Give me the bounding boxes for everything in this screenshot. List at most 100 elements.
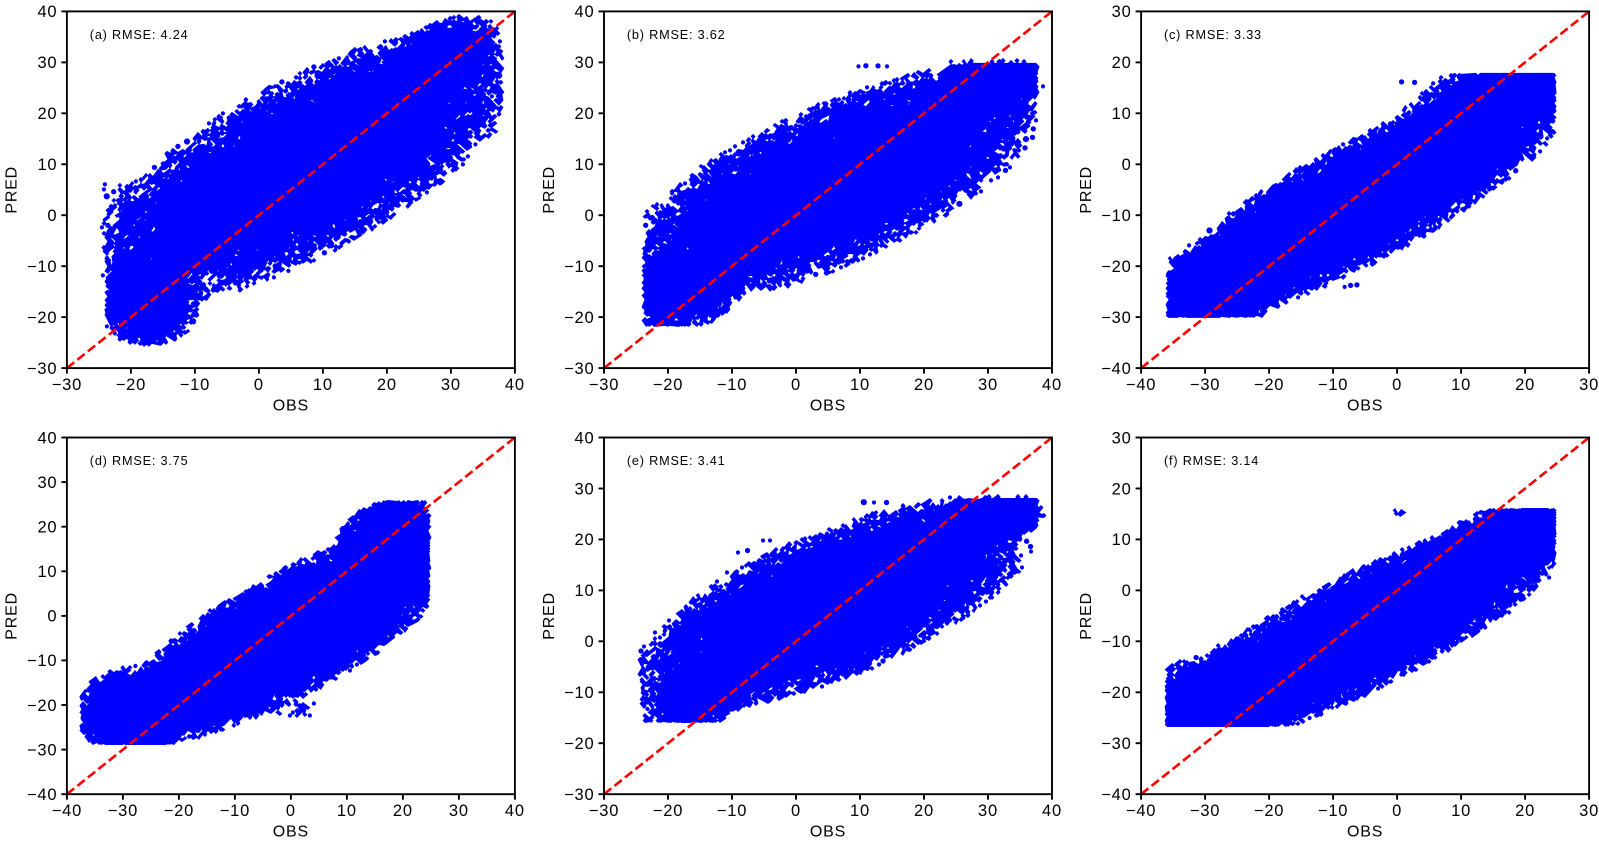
svg-text:0: 0	[1392, 802, 1402, 820]
svg-text:(d) RMSE: 3.75: (d) RMSE: 3.75	[90, 454, 189, 468]
svg-text:−30: −30	[589, 376, 619, 394]
svg-text:10: 10	[575, 582, 595, 600]
svg-text:30: 30	[575, 54, 595, 72]
svg-text:−30: −30	[564, 360, 594, 378]
svg-text:−40: −40	[1101, 786, 1131, 804]
svg-text:30: 30	[1112, 3, 1132, 21]
svg-text:30: 30	[1112, 429, 1132, 447]
svg-text:30: 30	[449, 802, 469, 820]
svg-text:PRED: PRED	[1078, 166, 1095, 214]
svg-text:PRED: PRED	[1078, 592, 1095, 640]
svg-text:0: 0	[286, 802, 296, 820]
svg-text:0: 0	[254, 376, 264, 394]
svg-text:−10: −10	[1318, 376, 1348, 394]
svg-text:PRED: PRED	[541, 166, 558, 214]
svg-text:10: 10	[1451, 802, 1471, 820]
svg-text:PRED: PRED	[4, 166, 21, 214]
svg-text:−30: −30	[1101, 309, 1131, 327]
svg-text:−10: −10	[27, 652, 57, 670]
svg-text:−20: −20	[1101, 258, 1131, 276]
svg-text:30: 30	[37, 474, 57, 492]
svg-text:−10: −10	[717, 802, 747, 820]
svg-text:−30: −30	[1190, 802, 1220, 820]
svg-text:20: 20	[1112, 54, 1132, 72]
svg-text:−10: −10	[717, 376, 747, 394]
svg-text:20: 20	[393, 802, 413, 820]
svg-text:20: 20	[377, 376, 397, 394]
svg-text:30: 30	[37, 54, 57, 72]
svg-text:30: 30	[978, 802, 998, 820]
svg-text:0: 0	[1122, 582, 1132, 600]
svg-text:(f) RMSE: 3.14: (f) RMSE: 3.14	[1164, 454, 1259, 468]
svg-text:−10: −10	[1318, 802, 1348, 820]
svg-text:20: 20	[37, 105, 57, 123]
svg-text:−30: −30	[1101, 735, 1131, 753]
svg-text:−20: −20	[564, 735, 594, 753]
svg-text:−30: −30	[108, 802, 138, 820]
svg-text:0: 0	[1122, 156, 1132, 174]
svg-text:−10: −10	[564, 258, 594, 276]
svg-text:−20: −20	[1254, 802, 1284, 820]
svg-text:OBS: OBS	[273, 398, 309, 415]
svg-text:−40: −40	[52, 802, 82, 820]
svg-text:30: 30	[441, 376, 461, 394]
svg-text:−20: −20	[116, 376, 146, 394]
svg-text:10: 10	[1112, 105, 1132, 123]
svg-text:OBS: OBS	[810, 824, 846, 841]
svg-text:PRED: PRED	[4, 592, 21, 640]
svg-text:OBS: OBS	[273, 824, 309, 841]
svg-text:−10: −10	[220, 802, 250, 820]
svg-text:0: 0	[1392, 376, 1402, 394]
svg-text:20: 20	[914, 802, 934, 820]
svg-text:−30: −30	[27, 741, 57, 759]
svg-text:40: 40	[575, 3, 595, 21]
svg-text:−20: −20	[27, 697, 57, 715]
svg-text:−30: −30	[564, 786, 594, 804]
svg-text:40: 40	[575, 429, 595, 447]
svg-text:−10: −10	[180, 376, 210, 394]
svg-text:30: 30	[575, 480, 595, 498]
svg-text:−40: −40	[1126, 802, 1156, 820]
svg-text:20: 20	[1515, 376, 1535, 394]
svg-text:−20: −20	[564, 309, 594, 327]
svg-text:40: 40	[1042, 376, 1062, 394]
svg-text:(e) RMSE: 3.41: (e) RMSE: 3.41	[627, 454, 726, 468]
svg-text:PRED: PRED	[541, 592, 558, 640]
svg-text:20: 20	[1112, 480, 1132, 498]
svg-text:OBS: OBS	[810, 398, 846, 415]
svg-text:10: 10	[850, 802, 870, 820]
svg-text:(a) RMSE: 4.24: (a) RMSE: 4.24	[90, 28, 189, 42]
svg-text:40: 40	[37, 3, 57, 21]
svg-text:−20: −20	[1101, 684, 1131, 702]
svg-text:−40: −40	[1126, 376, 1156, 394]
svg-text:40: 40	[505, 802, 525, 820]
svg-text:OBS: OBS	[1347, 398, 1383, 415]
svg-text:0: 0	[47, 608, 57, 626]
svg-text:(c) RMSE: 3.33: (c) RMSE: 3.33	[1164, 28, 1262, 42]
svg-text:20: 20	[1515, 802, 1535, 820]
svg-text:40: 40	[1042, 802, 1062, 820]
svg-text:10: 10	[575, 156, 595, 174]
svg-text:−20: −20	[164, 802, 194, 820]
svg-text:20: 20	[37, 519, 57, 537]
svg-text:−30: −30	[52, 376, 82, 394]
svg-text:−20: −20	[1254, 376, 1284, 394]
svg-text:10: 10	[1451, 376, 1471, 394]
svg-text:20: 20	[575, 531, 595, 549]
svg-text:OBS: OBS	[1347, 824, 1383, 841]
svg-text:0: 0	[585, 633, 595, 651]
svg-text:−20: −20	[27, 309, 57, 327]
svg-text:(b) RMSE: 3.62: (b) RMSE: 3.62	[627, 28, 726, 42]
svg-text:30: 30	[978, 376, 998, 394]
svg-text:−10: −10	[1101, 633, 1131, 651]
svg-text:10: 10	[37, 563, 57, 581]
svg-text:40: 40	[505, 376, 525, 394]
svg-text:0: 0	[585, 207, 595, 225]
svg-text:−10: −10	[564, 684, 594, 702]
svg-text:−40: −40	[1101, 360, 1131, 378]
svg-text:10: 10	[313, 376, 333, 394]
svg-text:40: 40	[37, 429, 57, 447]
svg-text:0: 0	[791, 802, 801, 820]
svg-text:0: 0	[791, 376, 801, 394]
svg-text:10: 10	[37, 156, 57, 174]
